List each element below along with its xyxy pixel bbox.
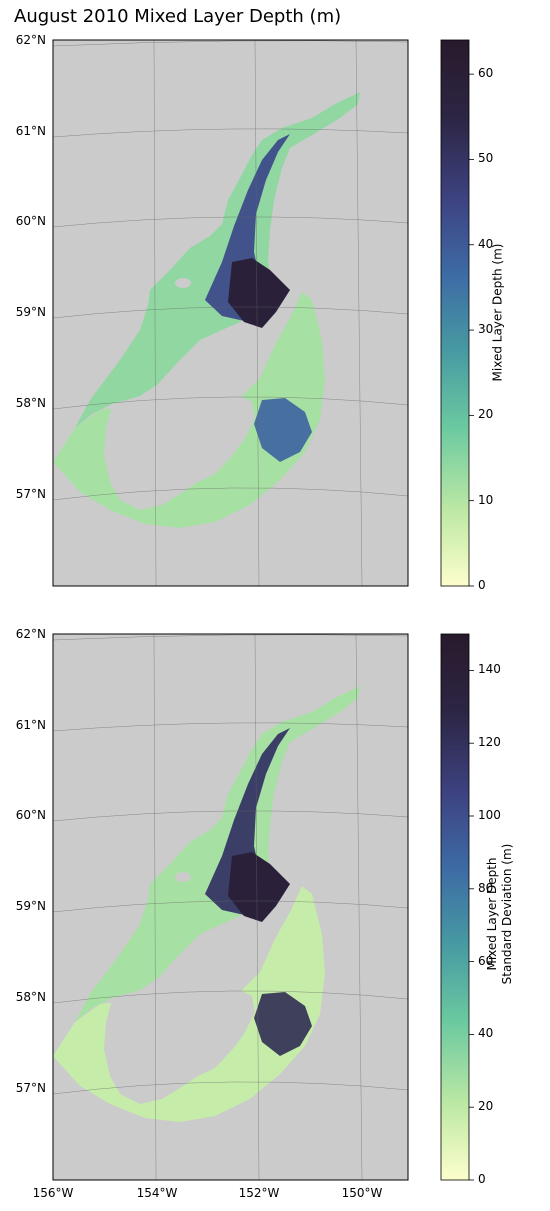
colorbar (440, 633, 470, 1181)
channel-deep (205, 728, 290, 918)
figure-title: August 2010 Mixed Layer Depth (m) (14, 6, 342, 27)
map-frame (52, 633, 409, 1181)
colorbar-tick-label: 0 (478, 578, 486, 592)
colorbar-tick-label: 20 (478, 1099, 494, 1114)
colorbar-tick-label: 50 (478, 151, 494, 166)
lat-label: 57°N (15, 487, 46, 501)
lat-label: 59°N (15, 305, 46, 319)
island (112, 1133, 132, 1143)
inlet-field (75, 92, 360, 428)
island (175, 278, 191, 288)
lat-label: 59°N (15, 899, 46, 913)
lon-label: 154°W (136, 1186, 178, 1200)
lon-label: 152°W (238, 1186, 280, 1200)
colorbar-tick-label: 40 (478, 236, 494, 251)
colorbar-tick-label: 20 (478, 407, 494, 422)
shelf-deep (254, 992, 312, 1056)
colorbar (440, 39, 470, 587)
channel-deep (205, 134, 290, 324)
inlet-field (75, 686, 360, 1022)
island (112, 539, 132, 549)
colorbar-tick-label: 0 (478, 1172, 486, 1186)
island (175, 872, 191, 882)
colorbar-tick-label: 60 (478, 66, 494, 81)
colorbar-tick-label: 30 (478, 322, 494, 337)
island (137, 536, 157, 544)
colorbar-tick-label: 10 (478, 492, 494, 507)
kodiak-peninsula (104, 396, 255, 510)
lat-label: 62°N (15, 627, 46, 641)
map-frame (52, 39, 409, 587)
colorbar-tick-label: 80 (478, 880, 494, 895)
colorbar-tick-label: 140 (478, 662, 501, 677)
graticule (53, 634, 408, 1180)
basin-deep (228, 852, 290, 922)
colorbar-tick-label: 100 (478, 808, 501, 822)
lat-label: 62°N (15, 33, 46, 47)
basin-deep (228, 258, 290, 328)
lon-label: 156°W (32, 1186, 74, 1200)
colorbar-label: Mixed Layer Depth (m) (490, 243, 505, 382)
lat-label: 60°N (15, 808, 46, 822)
lon-label: 150°W (341, 1186, 383, 1200)
lat-label: 61°N (15, 718, 46, 732)
colorbar-tick-label: 40 (478, 1026, 494, 1041)
lat-label: 60°N (15, 214, 46, 228)
island (137, 1130, 157, 1138)
colorbar-label: Mixed Layer Depth Standard Deviation (m) (485, 843, 514, 985)
colorbar-tick-label: 60 (478, 953, 494, 968)
lat-label: 61°N (15, 124, 46, 138)
lat-label: 57°N (15, 1081, 46, 1095)
kodiak-peninsula (104, 990, 255, 1104)
lat-label: 58°N (15, 396, 46, 410)
shelf-deep (254, 398, 312, 462)
graticule (53, 40, 408, 586)
colorbar-tick-label: 120 (478, 735, 501, 750)
lat-label: 58°N (15, 990, 46, 1004)
